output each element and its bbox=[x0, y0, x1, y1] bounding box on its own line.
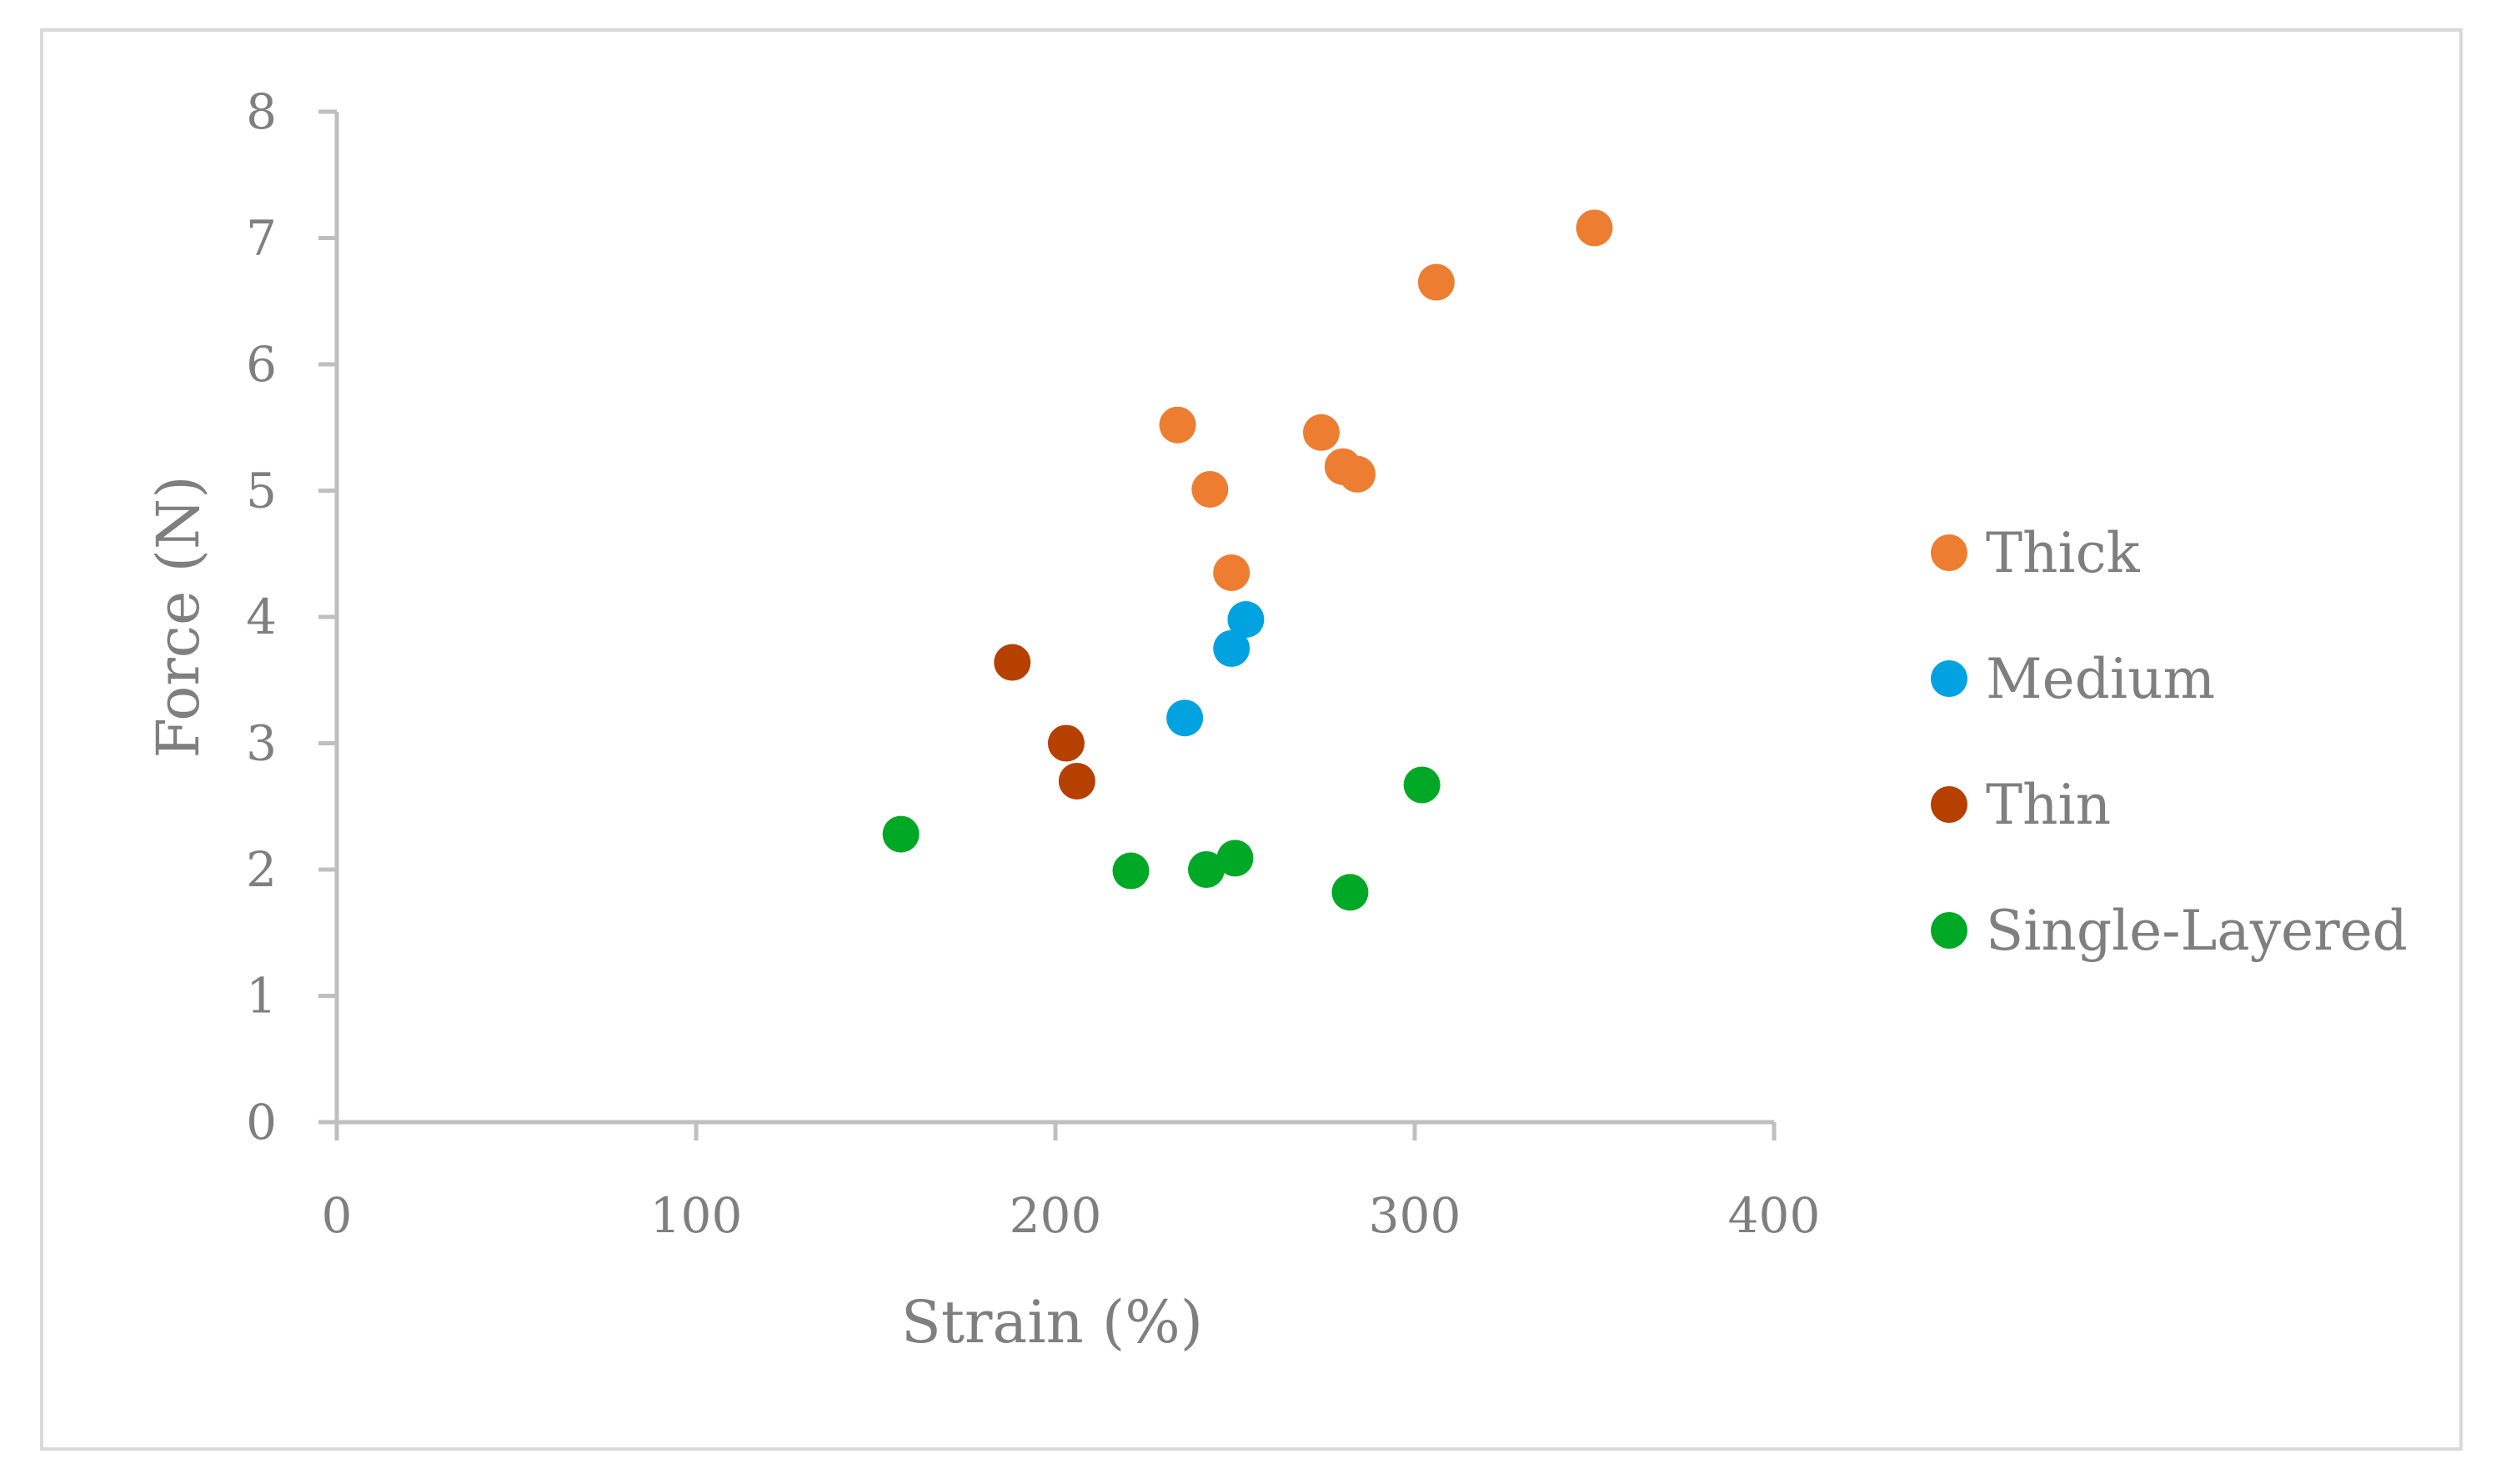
x-axis-title: Strain (%) bbox=[901, 1288, 1203, 1356]
data-points bbox=[882, 209, 1613, 911]
legend-marker bbox=[1931, 786, 1967, 823]
point-thick bbox=[1191, 470, 1229, 508]
point-thin bbox=[1058, 762, 1095, 800]
point-thick bbox=[1213, 554, 1250, 591]
legend-item-thick: Thick bbox=[1931, 521, 2141, 585]
point-single-layered bbox=[1188, 851, 1225, 888]
point-medium bbox=[1213, 629, 1250, 667]
series-thin bbox=[994, 644, 1095, 800]
y-tick-label: 4 bbox=[246, 589, 277, 645]
point-single-layered bbox=[882, 815, 920, 853]
point-single-layered bbox=[1112, 852, 1150, 890]
point-thick bbox=[1576, 209, 1613, 247]
point-single-layered bbox=[1216, 840, 1254, 877]
tick-labels: 0 1 2 3 4 5 6 7 8 0 100 200 300 400 bbox=[246, 83, 1820, 1244]
y-tick-label: 7 bbox=[246, 210, 277, 267]
y-tick-label: 3 bbox=[246, 715, 277, 772]
point-medium bbox=[1227, 601, 1265, 639]
legend: Thick Medium Thin Single-Layered bbox=[1931, 521, 2408, 963]
point-thick bbox=[1302, 414, 1340, 451]
series-single-layered bbox=[882, 766, 1441, 911]
point-thin bbox=[1047, 724, 1085, 762]
y-tick-label: 5 bbox=[246, 463, 277, 519]
x-tick-label: 100 bbox=[650, 1187, 743, 1244]
point-thick bbox=[1159, 406, 1196, 444]
y-tick-label: 8 bbox=[246, 83, 277, 140]
y-tick-label: 2 bbox=[246, 841, 277, 898]
axes bbox=[318, 109, 1777, 1141]
legend-item-thin: Thin bbox=[1931, 773, 2111, 837]
legend-label: Thin bbox=[1986, 773, 2111, 837]
point-thick bbox=[1417, 263, 1455, 301]
legend-marker bbox=[1931, 912, 1967, 949]
legend-marker bbox=[1931, 534, 1967, 571]
point-single-layered bbox=[1403, 766, 1441, 804]
legend-item-single-layered: Single-Layered bbox=[1931, 899, 2408, 963]
series-thick bbox=[1159, 209, 1613, 591]
y-tick-label: 0 bbox=[246, 1094, 277, 1151]
y-tick-label: 1 bbox=[246, 968, 277, 1025]
legend-marker bbox=[1931, 660, 1967, 697]
legend-label: Thick bbox=[1986, 521, 2141, 585]
point-thin bbox=[994, 644, 1031, 681]
series-medium bbox=[1166, 601, 1265, 737]
x-tick-label: 300 bbox=[1369, 1187, 1461, 1244]
point-single-layered bbox=[1331, 874, 1369, 911]
y-tick-label: 6 bbox=[246, 336, 277, 393]
x-tick-label: 400 bbox=[1728, 1187, 1821, 1244]
point-thick bbox=[1339, 455, 1376, 493]
point-medium bbox=[1166, 699, 1204, 737]
legend-label: Medium bbox=[1986, 647, 2215, 711]
chart-frame bbox=[40, 28, 2463, 1451]
x-tick-label: 200 bbox=[1010, 1187, 1102, 1244]
legend-label: Single-Layered bbox=[1986, 899, 2408, 963]
x-tick-label: 0 bbox=[322, 1187, 353, 1244]
legend-item-medium: Medium bbox=[1931, 647, 2215, 711]
y-axis-title: Force (N) bbox=[144, 475, 213, 758]
